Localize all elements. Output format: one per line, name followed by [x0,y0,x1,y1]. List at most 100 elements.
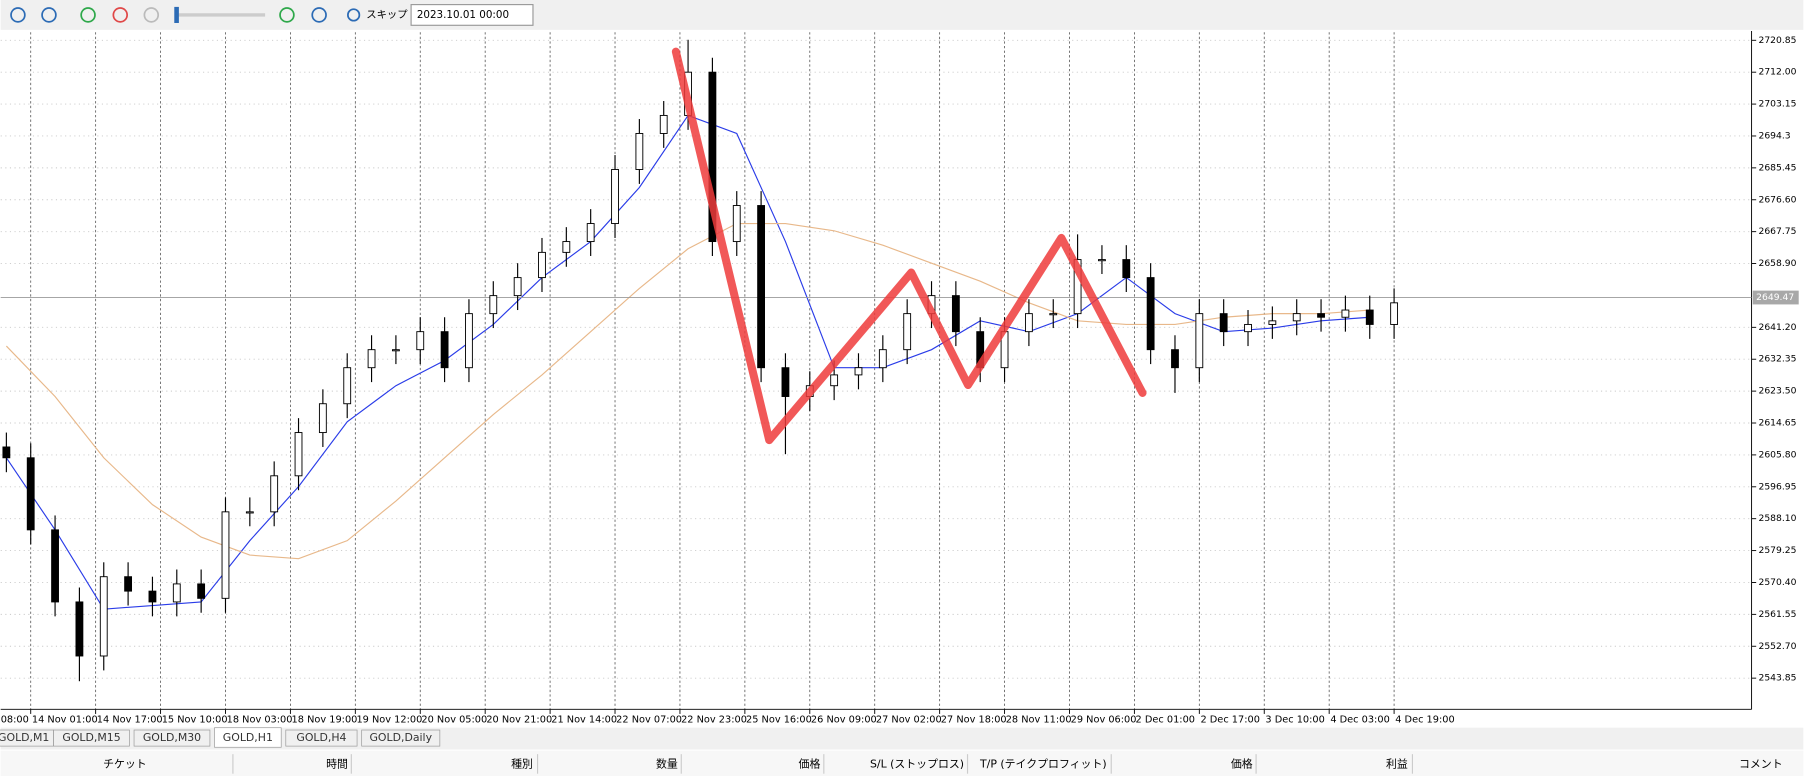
candle-body [172,583,181,603]
y-tick-label: 2588.10 [1758,513,1796,524]
moving-average [5,222,1370,560]
y-tick-label: 2658.90 [1758,258,1796,269]
skip-icon[interactable] [347,8,361,22]
x-tick-label: 15 Nov 10:00 [162,715,228,726]
candle-body [1219,313,1228,333]
candle-body [1317,313,1325,318]
step-forward[interactable] [311,7,327,23]
tab-bar [0,727,1804,750]
candle-body [270,475,279,513]
date-box[interactable] [410,4,534,26]
y-tick-label: 2632.35 [1758,354,1796,365]
candle-body [562,241,571,253]
x-tick-label: 27 Nov 18:00 [941,715,1007,726]
y-tick-label: 2596.95 [1758,481,1796,492]
x-tick-label: 3 Dec 10:00 [1265,715,1324,726]
candle-body [708,71,717,243]
x-tick-label: 21 Nov 14:00 [551,715,617,726]
y-tick-label: 2703.15 [1758,99,1796,110]
candle-body [343,367,352,405]
date-text[interactable]: 2023.10.01 00:00 [417,9,509,21]
column-header: 利益 [1386,757,1408,771]
y-tick-label: 2641.20 [1758,322,1796,333]
y-tick-label: 2667.75 [1758,226,1796,237]
candle-body [951,295,960,333]
column-header: チケット [103,758,147,771]
candle-body [416,331,425,351]
toolbar [0,0,1804,30]
zoom-in[interactable] [10,7,26,23]
zoom-out[interactable] [41,7,57,23]
candle-body [245,511,254,514]
candle-body [538,251,546,279]
slider-thumb[interactable] [174,6,179,23]
candle-body [197,583,206,599]
column-header: コメント [1739,758,1783,771]
candle-body [1171,349,1179,369]
x-tick-label: 22 Nov 23:00 [681,715,747,726]
candle-body [51,529,59,603]
tab-label[interactable]: GOLD,Daily [369,731,432,744]
candle-body [2,446,11,459]
table-header [0,750,1804,776]
candle-body [1122,259,1131,279]
y-tick-label: 2579.25 [1758,545,1796,556]
y-tick-label: 2561.55 [1758,609,1796,620]
candle-body [1049,313,1058,316]
x-tick-label: 29 Nov 06:00 [1071,715,1137,726]
x-tick-label: 2 Dec 17:00 [1200,715,1259,726]
tab[interactable] [285,729,358,747]
candle-body [1268,320,1277,325]
y-tick-label: 2614.65 [1758,418,1796,429]
play-button[interactable] [80,7,96,23]
candle-body [1098,259,1106,262]
candle-body [854,367,863,376]
x-tick-label: 27 Nov 02:00 [876,715,942,726]
current-price-label: 2649.47 [1756,292,1794,303]
x-tick-label: 14 Nov 17:00 [97,715,163,726]
candle-body [732,205,741,243]
candle-body [124,576,133,592]
candle-body [221,511,230,599]
tab-label[interactable]: GOLD,M15 [62,731,120,744]
tab-label[interactable]: GOLD,M30 [143,731,201,744]
skip-label[interactable]: スキップ [366,9,408,21]
fast-forward[interactable] [279,7,295,23]
tab[interactable] [214,727,282,748]
y-tick-label: 2712.00 [1758,67,1796,78]
candle-body [830,374,839,387]
tab[interactable] [361,729,441,747]
candle-body [1292,313,1301,322]
candle-body [659,114,668,134]
candle-body [586,223,595,243]
y-tick-label: 2543.85 [1758,673,1796,684]
x-tick-label: 18 Nov 19:00 [292,715,358,726]
tab-label[interactable]: GOLD,H1 [223,731,273,744]
candle-body [318,403,327,434]
tab[interactable] [53,729,130,747]
x-tick-label: 22 Nov 07:00 [616,715,682,726]
candle-body [1195,313,1204,369]
x-tick-label: 4 Dec 19:00 [1395,715,1454,726]
step-back[interactable] [143,7,160,23]
x-tick-label: 18 Nov 03:00 [227,715,293,726]
candle-body [1146,277,1155,351]
tab-label[interactable]: GOLD,H4 [296,731,346,744]
candle-body [489,295,498,315]
zigzag [671,47,1147,445]
tab-label[interactable]: GOLD,M1 [0,731,49,744]
tab[interactable] [133,729,211,747]
column-header: 価格 [1231,757,1253,771]
candle-body [513,277,522,297]
candle-body [635,132,644,170]
stop-button[interactable] [112,7,129,23]
x-tick-label: 20 Nov 05:00 [421,715,487,726]
candle-body [903,313,912,351]
candle-body [1365,309,1374,325]
candle-body [465,313,473,369]
column-header: 種別 [511,757,533,771]
x-tick-label: 2 Dec 01:00 [1136,715,1195,726]
candle-body [148,590,157,603]
